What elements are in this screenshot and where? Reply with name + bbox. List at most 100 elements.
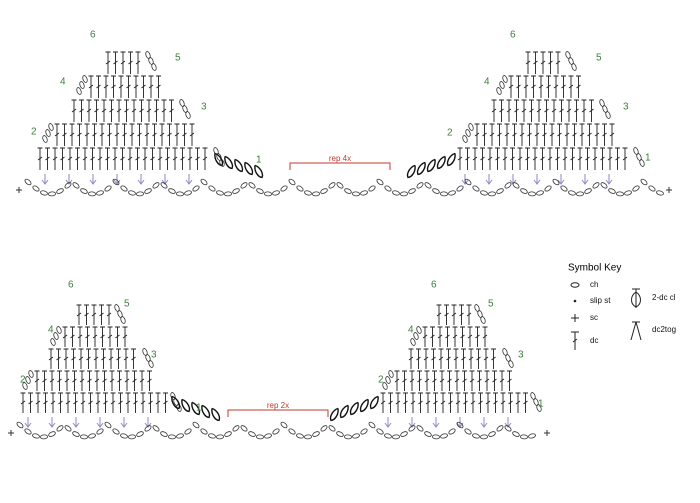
row-number: 4 — [408, 325, 414, 336]
dc-stitch — [157, 147, 163, 170]
row-number: 1 — [645, 153, 651, 164]
dc2tog-symbol — [630, 321, 642, 341]
chain — [344, 188, 352, 194]
stitch-art — [8, 51, 672, 440]
chain — [605, 111, 611, 119]
dc-stitch — [56, 348, 61, 369]
dc-stitch — [472, 147, 478, 170]
chain — [288, 178, 296, 186]
key-label: ch — [590, 280, 598, 289]
dc-stitch — [107, 123, 112, 146]
dc-stitch — [470, 392, 476, 413]
chain — [22, 382, 28, 390]
dc-stitch — [165, 147, 170, 170]
chain — [440, 433, 448, 439]
dc-stitch — [542, 123, 547, 146]
dc-stitch — [540, 51, 546, 74]
chain — [240, 425, 248, 432]
arrow — [384, 417, 392, 428]
dc-stitch — [557, 123, 562, 146]
dc-stitch — [50, 392, 56, 413]
chain — [528, 433, 536, 439]
key-label: dc — [590, 336, 598, 345]
chain — [184, 428, 192, 435]
chain — [464, 178, 472, 186]
chain — [296, 433, 304, 439]
chain — [552, 178, 560, 186]
dc-stitch — [105, 147, 110, 170]
dc-stitch — [489, 123, 495, 146]
chain — [304, 190, 312, 196]
dc-stitch — [438, 348, 444, 369]
dc-stitch — [469, 370, 475, 391]
dc-stitch — [20, 392, 26, 413]
dc-stitch — [454, 370, 460, 391]
dc-stitch — [67, 147, 73, 170]
cluster — [181, 398, 191, 413]
dc-stitch — [77, 326, 83, 347]
dc-stitch — [137, 123, 142, 146]
chain — [148, 360, 154, 368]
chain — [656, 190, 664, 196]
dc-stitch — [491, 348, 496, 369]
dc-stitch — [180, 147, 185, 170]
chain — [416, 425, 424, 432]
chain — [416, 182, 424, 189]
dc-stitch — [547, 147, 553, 170]
chain — [232, 425, 240, 432]
chain — [120, 185, 128, 192]
chain — [152, 425, 160, 432]
row-number: 3 — [623, 102, 629, 113]
chain — [56, 425, 64, 432]
chain — [488, 191, 496, 197]
dc-stitch — [585, 147, 590, 170]
dc-stitch — [132, 370, 137, 391]
chain — [472, 185, 480, 192]
row-number: 5 — [124, 299, 130, 310]
dc-stitch — [474, 123, 480, 146]
arrow — [533, 174, 541, 185]
cluster — [426, 158, 436, 173]
dc-stitch — [462, 370, 467, 391]
dc-stitch — [63, 348, 69, 369]
dc-stitch — [402, 370, 407, 391]
dc-stitch — [102, 370, 107, 391]
chain — [24, 178, 32, 186]
chain — [112, 178, 120, 186]
chain — [384, 185, 392, 192]
dc-stitch — [99, 304, 104, 325]
dc-stitch — [54, 123, 60, 146]
dc-stitch — [45, 147, 50, 170]
dc-stitch — [431, 348, 436, 369]
dc-stitch — [80, 392, 86, 413]
chain — [296, 185, 304, 192]
dc-stitch — [152, 123, 157, 146]
chain — [224, 191, 232, 197]
dc-stitch — [538, 75, 544, 98]
dc-stitch — [465, 147, 470, 170]
chain — [88, 191, 96, 197]
dc-stitch — [187, 147, 193, 170]
chain — [512, 182, 520, 189]
chain — [560, 185, 568, 192]
chain — [424, 431, 432, 437]
dc-stitch — [436, 304, 442, 325]
dc-stitch — [111, 75, 116, 98]
dc-stitch — [448, 392, 453, 413]
slip-st-symbol — [573, 299, 577, 303]
dc-stitch — [453, 348, 459, 369]
chain — [488, 431, 496, 437]
chain — [502, 75, 508, 83]
chain — [536, 404, 542, 412]
chain — [328, 425, 336, 432]
arrow — [48, 417, 56, 428]
dc-stitch — [148, 75, 154, 98]
dc-stitch — [425, 392, 431, 413]
dc-stitch — [440, 392, 446, 413]
dc-stitch — [587, 123, 592, 146]
dc-stitch — [493, 392, 498, 413]
dc-stitch — [468, 348, 474, 369]
chain — [144, 425, 152, 432]
row-number: 2 — [447, 128, 453, 139]
